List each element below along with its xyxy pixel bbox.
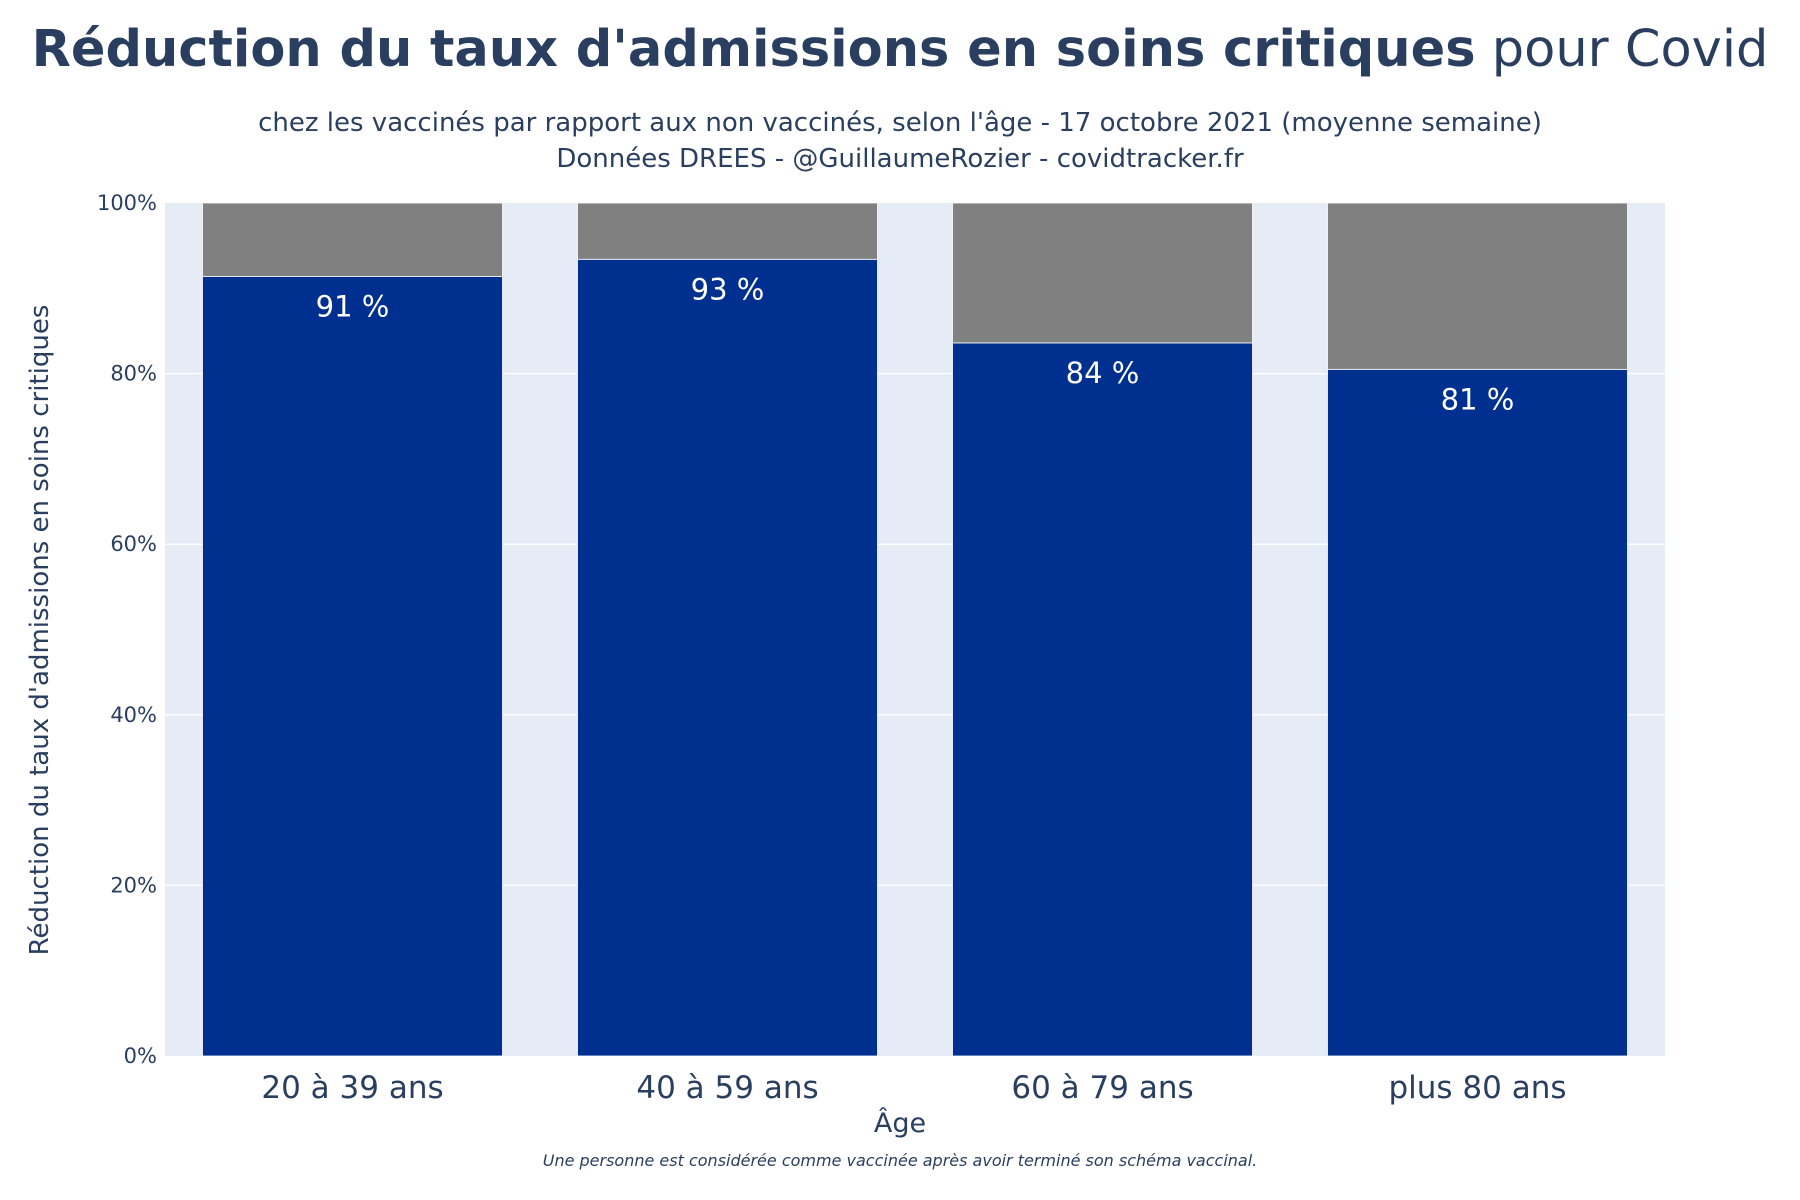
chart-title-bold: Réduction du taux d'admissions en soins …: [31, 20, 1476, 79]
bar-remainder: [1327, 202, 1628, 370]
x-tick-label: 20 à 39 ans: [261, 1070, 443, 1106]
bar-remainder: [952, 202, 1253, 344]
y-tick-label: 0%: [124, 1044, 157, 1068]
x-tick-label: plus 80 ans: [1388, 1070, 1566, 1106]
data-label: 93 %: [691, 272, 765, 306]
y-tick-label: 80%: [110, 362, 157, 386]
x-tick-label: 60 à 79 ans: [1011, 1070, 1193, 1106]
data-label: 81 %: [1441, 382, 1515, 416]
chart-subtitle-line2: Données DREES - @GuillaumeRozier - covid…: [556, 144, 1244, 174]
chart-subtitle-line1: chez les vaccinés par rapport aux non va…: [258, 108, 1542, 138]
y-tick-label: 100%: [97, 191, 157, 215]
bars: [202, 202, 1628, 1057]
chart-title: Réduction du taux d'admissions en soins …: [0, 20, 1800, 79]
bar-reduction: [577, 258, 878, 1057]
footnote: Une personne est considérée comme vaccin…: [542, 1151, 1258, 1170]
data-labels: 91 % 93 % 84 % 81 %: [316, 272, 1515, 416]
bar-reduction: [1327, 368, 1628, 1057]
bar-reduction: [952, 342, 1253, 1057]
y-axis-ticks: 0% 20% 40% 60% 80% 100%: [97, 191, 157, 1068]
bar-remainder: [202, 202, 503, 277]
x-axis-label: Âge: [873, 1108, 927, 1139]
y-axis-label: Réduction du taux d'admissions en soins …: [25, 304, 55, 956]
data-label: 84 %: [1066, 356, 1140, 390]
data-label: 91 %: [316, 289, 390, 323]
x-axis-ticks: 20 à 39 ans 40 à 59 ans 60 à 79 ans plus 80…: [261, 1070, 1566, 1106]
y-tick-label: 40%: [110, 703, 157, 727]
y-tick-label: 20%: [110, 873, 157, 897]
x-tick-label: 40 à 59 ans: [636, 1070, 818, 1106]
chart-title-light: pour Covid: [1491, 20, 1769, 79]
bar-remainder: [577, 202, 878, 260]
y-tick-label: 60%: [110, 532, 157, 556]
bar-reduction: [202, 275, 503, 1057]
